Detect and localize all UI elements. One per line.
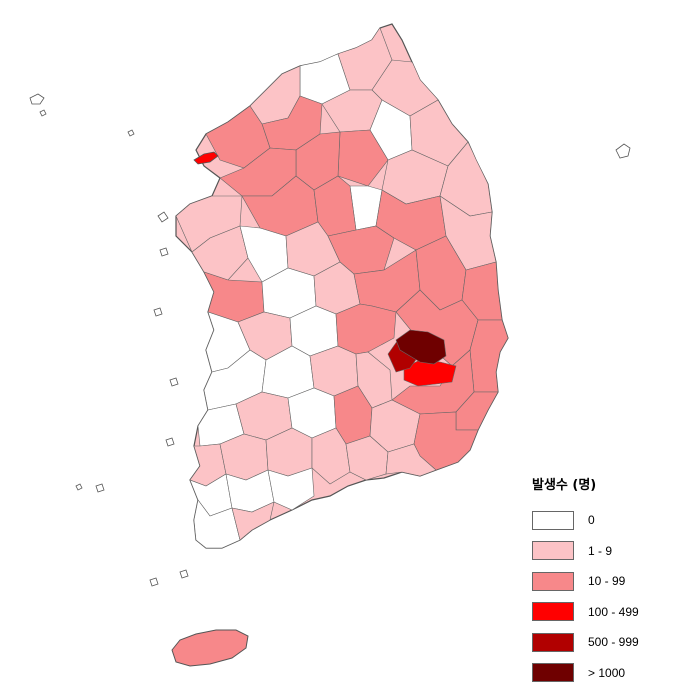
western-island-5 bbox=[165, 437, 175, 447]
western-island-4 bbox=[169, 377, 179, 387]
region-south-12 bbox=[385, 443, 437, 477]
legend-label: 100 - 499 bbox=[588, 604, 639, 619]
region-incheon-island-100-499 bbox=[193, 151, 219, 165]
region-west-6 bbox=[309, 345, 359, 397]
legend-title: 발생수 (명) bbox=[532, 478, 597, 493]
legend-row: 0 bbox=[532, 505, 672, 536]
legend-swatch bbox=[532, 510, 574, 530]
legend-label: 1 - 9 bbox=[588, 543, 613, 558]
region-daegu-ring-3 bbox=[469, 319, 508, 393]
southwest-island-3 bbox=[149, 577, 159, 587]
western-island-2 bbox=[159, 247, 169, 257]
region-daegu-over-1000 bbox=[395, 329, 447, 365]
legend-row: > 1000 bbox=[532, 658, 672, 689]
legend-label: 500 - 999 bbox=[588, 635, 639, 650]
legend-label: > 1000 bbox=[588, 665, 626, 680]
legend-swatch bbox=[532, 602, 574, 622]
legend-row: 10 - 99 bbox=[532, 566, 672, 597]
legend-swatch bbox=[532, 541, 574, 561]
legend-row: 1 - 9 bbox=[532, 536, 672, 567]
southwest-island-2 bbox=[75, 483, 83, 491]
district-regions bbox=[176, 27, 508, 548]
legend-swatch bbox=[532, 571, 574, 591]
legend-label: 0 bbox=[588, 513, 595, 528]
legend-swatch bbox=[532, 632, 574, 652]
legend-swatch bbox=[532, 663, 574, 683]
legend-row: 500 - 999 bbox=[532, 627, 672, 658]
legend-label: 10 - 99 bbox=[588, 574, 626, 589]
ulleung-island bbox=[615, 143, 631, 159]
region-south-17 bbox=[231, 501, 275, 541]
northwest-island-1 bbox=[29, 93, 45, 105]
legend-row: 100 - 499 bbox=[532, 597, 672, 628]
region-northwest-3 bbox=[205, 105, 271, 169]
southwest-island-4 bbox=[179, 569, 189, 579]
western-island-3 bbox=[153, 307, 163, 317]
northwest-island-2 bbox=[39, 109, 47, 117]
southwest-island-1 bbox=[95, 483, 105, 493]
jeju-island bbox=[171, 629, 249, 667]
legend: 발생수 (명) 0 1 - 9 10 - 99 100 - 499 500 - 999 >… bbox=[532, 474, 672, 688]
small-islands bbox=[29, 93, 631, 587]
region-daegu-ring-1 bbox=[335, 303, 397, 355]
northwest-island-3 bbox=[127, 129, 135, 137]
western-island-1 bbox=[157, 211, 169, 223]
legend-rows: 0 1 - 9 10 - 99 100 - 499 500 - 999 > 1000 bbox=[532, 505, 672, 688]
